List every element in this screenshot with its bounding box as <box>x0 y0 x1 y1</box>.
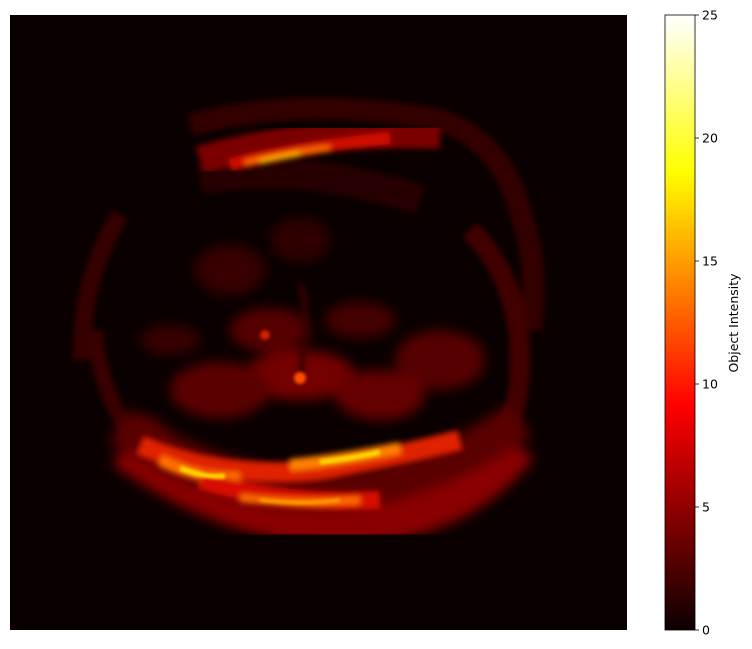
colorbar-tick-label: 5 <box>702 500 710 515</box>
colorbar-gradient <box>664 14 696 631</box>
colorbar-tick-label: 10 <box>702 377 718 392</box>
colorbar-tick-label: 25 <box>702 8 718 23</box>
colorbar: 0 5 10 15 20 25 Object Intensity <box>664 8 741 638</box>
intensity-image <box>10 15 627 630</box>
colorbar-label: Object Intensity <box>726 273 741 373</box>
colorbar-tick-label: 0 <box>702 623 710 638</box>
colorbar-ticks: 0 5 10 15 20 25 <box>695 8 718 638</box>
colorbar-tick-label: 20 <box>702 131 718 146</box>
colorbar-tick-label: 15 <box>702 254 718 269</box>
